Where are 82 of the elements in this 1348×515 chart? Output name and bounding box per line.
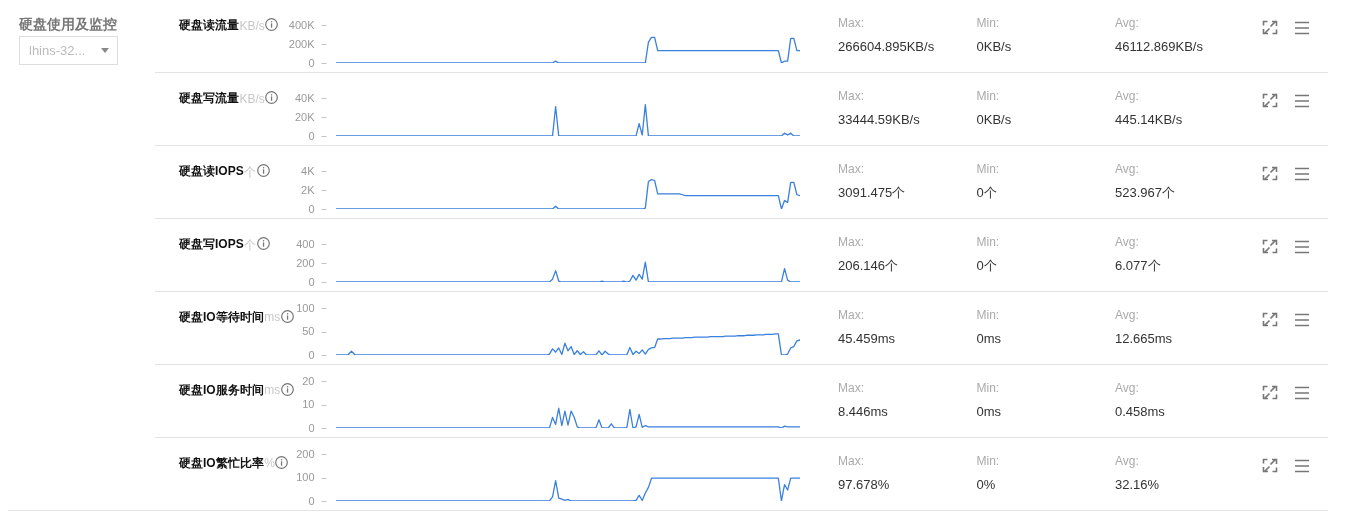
y-tick-label: 0 [308,202,315,214]
text: Max: [838,381,865,395]
text: 0ms [976,404,1002,419]
text: 硬盘IO服务时间 [178,382,264,397]
text: 6.077个 [1115,258,1161,273]
text: Min: [976,162,1000,176]
text: Min: [976,16,1001,30]
text: 硬盘IO等待时间 [178,309,264,324]
text: Avg: [1115,308,1140,322]
y-tick-label: 50 [302,325,315,337]
text: 32.16% [1115,477,1160,492]
y-tick-label: 100 [296,301,315,314]
y-tick-label: 0 [308,129,315,141]
text: Min: [976,235,1000,249]
text: Max: [838,89,865,103]
text: 523.967个 [1115,185,1175,200]
y-tick-label: 0 [308,421,315,434]
y-tick-label: 200K [288,37,316,49]
line-series [336,333,800,355]
text: 46112.869KB/s [1115,39,1203,54]
line-series [336,477,800,501]
text: Min: [976,381,1001,395]
text: 硬盘使用及监控 [19,16,118,33]
y-tick-label: 0 [308,348,315,361]
y-tick-label: 2K [301,183,316,195]
text: 3091.475个 [838,185,906,200]
text: Min: [976,454,1000,468]
text: Avg: [1115,454,1140,468]
text: 硬盘IO繁忙比率 [178,455,264,470]
y-tick-label: 0 [308,494,315,507]
text: 8.446ms [838,404,888,419]
line-series [336,103,800,136]
y-tick-label: 100 [296,471,315,483]
y-tick-label: 20K [294,110,316,122]
text: 硬盘读流量 [178,17,239,32]
text: 硬盘写流量 [178,90,239,105]
text: 97.678% [838,477,890,492]
text: 0KB/s [976,39,1012,54]
y-tick-label: 20 [302,374,315,387]
text: 0.458ms [1115,404,1165,419]
text: Avg: [1115,16,1140,30]
text: 206.146个 [838,258,898,273]
text: 0% [976,477,997,492]
text: Max: [838,454,865,468]
y-tick-label: 400 [296,237,315,249]
text: 0个 [976,258,998,273]
y-tick-label: 0 [308,275,315,287]
text: Avg: [1115,89,1140,103]
text: 45.459ms [838,331,896,346]
text: Avg: [1115,235,1140,249]
text: Min: [976,308,1001,322]
y-tick-label: 200 [296,256,315,268]
text: Avg: [1115,162,1140,176]
line-series [336,407,800,428]
line-series [336,178,800,209]
text: 硬盘写IOPS [178,236,244,251]
y-axis-title: % [264,456,276,470]
text: 0个 [976,185,998,200]
y-tick-label: 40K [294,91,316,103]
y-tick-label: 400K [288,18,316,30]
text: 266604.895KB/s [838,39,935,54]
text: Max: [838,16,865,30]
dropdown: lhins-32... [19,36,118,65]
text: 33444.59KB/s [838,112,920,127]
text: 0KB/s [976,112,1012,127]
text: 12.665ms [1115,331,1173,346]
text: 0ms [976,331,1002,346]
text: Min: [976,89,1001,103]
y-tick-label: 200 [296,447,315,460]
text: Max: [838,162,865,176]
text: 硬盘读IOPS [178,163,244,178]
line-series [336,260,800,282]
text: Avg: [1115,381,1140,395]
text: 445.14KB/s [1115,112,1183,127]
y-tick-label: 0 [308,56,315,68]
y-axis-title: 个 [244,164,257,178]
y-axis-title: 个 [244,237,257,251]
text: Max: [838,308,865,322]
y-tick-label: 4K [301,164,316,176]
line-series [336,36,800,63]
y-tick-label: 10 [302,398,315,410]
text: Max: [838,235,865,249]
